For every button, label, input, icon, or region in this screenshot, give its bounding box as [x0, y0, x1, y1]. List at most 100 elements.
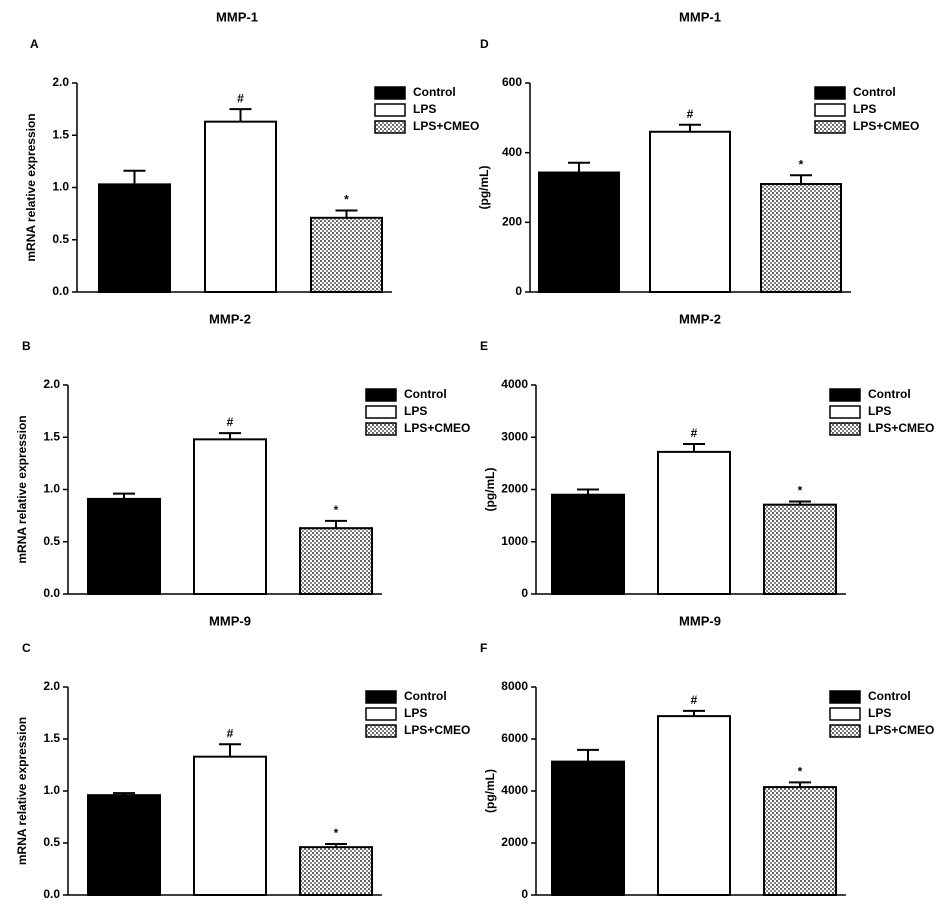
legend-swatch [814, 103, 846, 117]
y-axis-label: mRNA relative expression [24, 113, 38, 261]
bar [310, 216, 383, 293]
legend-label: Control [413, 85, 456, 99]
y-tick-label: 1000 [501, 534, 528, 548]
legend-swatch [814, 120, 846, 134]
bar [760, 183, 842, 293]
legend-label: Control [404, 689, 447, 703]
y-tick-label: 0.5 [43, 534, 60, 548]
significance-mark: # [691, 693, 698, 707]
y-tick-label: 1.0 [43, 783, 60, 797]
legend-swatch [365, 707, 397, 721]
legend-label: Control [853, 85, 896, 99]
y-axis-label: mRNA relative expression [15, 717, 29, 865]
legend-swatch [365, 690, 397, 704]
significance-mark: * [334, 503, 339, 517]
significance-mark: * [798, 765, 803, 779]
bar [649, 130, 731, 293]
y-axis-label: mRNA relative expression [15, 415, 29, 563]
legend-swatch [829, 724, 861, 738]
y-tick-label: 1.5 [43, 731, 60, 745]
panel-letter: E [480, 339, 488, 353]
y-axis-label: (pg/mL) [483, 769, 497, 813]
panel-title: MMP-9 [679, 613, 721, 628]
bar [657, 715, 731, 896]
legend-swatch [374, 86, 406, 100]
panel-title: MMP-2 [679, 311, 721, 326]
legend-swatch [365, 405, 397, 419]
panel-letter: D [480, 37, 489, 51]
y-tick-label: 0.5 [43, 835, 60, 849]
significance-mark: * [798, 484, 803, 498]
panel-title: MMP-1 [679, 9, 721, 24]
bar [763, 786, 837, 896]
panel-letter: A [30, 37, 39, 51]
y-tick-label: 2000 [501, 835, 528, 849]
legend-label: LPS [404, 706, 427, 720]
y-tick-label: 2000 [501, 482, 528, 496]
significance-mark: # [227, 415, 234, 429]
significance-mark: # [687, 107, 694, 121]
y-tick-label: 0.0 [52, 284, 69, 298]
legend-label: LPS+CMEO [868, 723, 934, 737]
legend-swatch [365, 388, 397, 402]
bar [551, 760, 625, 896]
y-tick-label: 200 [502, 215, 522, 229]
legend-swatch [829, 422, 861, 436]
y-tick-label: 0 [521, 586, 528, 600]
bar [299, 846, 373, 896]
significance-mark: * [344, 193, 349, 207]
y-tick-label: 3000 [501, 429, 528, 443]
significance-mark: * [334, 826, 339, 840]
legend-label: LPS [404, 404, 427, 418]
y-tick-label: 0 [521, 887, 528, 901]
legend-swatch [374, 120, 406, 134]
legend-label: LPS+CMEO [868, 421, 934, 435]
y-tick-label: 0 [515, 284, 522, 298]
y-tick-label: 8000 [501, 679, 528, 693]
legend-label: LPS+CMEO [413, 119, 479, 133]
bar [193, 755, 267, 896]
bar [87, 794, 161, 896]
bar [87, 497, 161, 595]
y-tick-label: 0.0 [43, 887, 60, 901]
bar [657, 450, 731, 595]
panel-letter: F [480, 641, 487, 655]
y-tick-label: 6000 [501, 731, 528, 745]
panel-letter: B [22, 339, 31, 353]
bar [551, 493, 625, 596]
legend-swatch [829, 707, 861, 721]
panel-title: MMP-9 [209, 613, 251, 628]
legend-label: Control [868, 689, 911, 703]
y-tick-label: 1.0 [52, 180, 69, 194]
y-tick-label: 4000 [501, 783, 528, 797]
legend-swatch [829, 405, 861, 419]
y-tick-label: 400 [502, 145, 522, 159]
legend-label: Control [404, 387, 447, 401]
y-axis-label: (pg/mL) [477, 166, 491, 210]
legend-label: LPS [853, 102, 876, 116]
legend-swatch [365, 422, 397, 436]
bar [538, 171, 620, 293]
panel-title: MMP-1 [216, 9, 258, 24]
significance-mark: # [691, 426, 698, 440]
y-tick-label: 600 [502, 75, 522, 89]
legend-label: LPS [413, 102, 436, 116]
legend-label: LPS [868, 706, 891, 720]
legend-label: LPS+CMEO [853, 119, 919, 133]
legend-swatch [814, 86, 846, 100]
y-tick-label: 2.0 [43, 679, 60, 693]
legend-swatch [365, 724, 397, 738]
y-tick-label: 0.0 [43, 586, 60, 600]
y-tick-label: 0.5 [52, 232, 69, 246]
bar [98, 183, 171, 294]
y-tick-label: 1.0 [43, 482, 60, 496]
significance-mark: * [799, 157, 804, 171]
legend-swatch [829, 690, 861, 704]
y-tick-label: 2.0 [52, 75, 69, 89]
legend-label: LPS [868, 404, 891, 418]
legend-swatch [374, 103, 406, 117]
y-tick-label: 4000 [501, 377, 528, 391]
bar [193, 438, 267, 595]
legend-label: Control [868, 387, 911, 401]
